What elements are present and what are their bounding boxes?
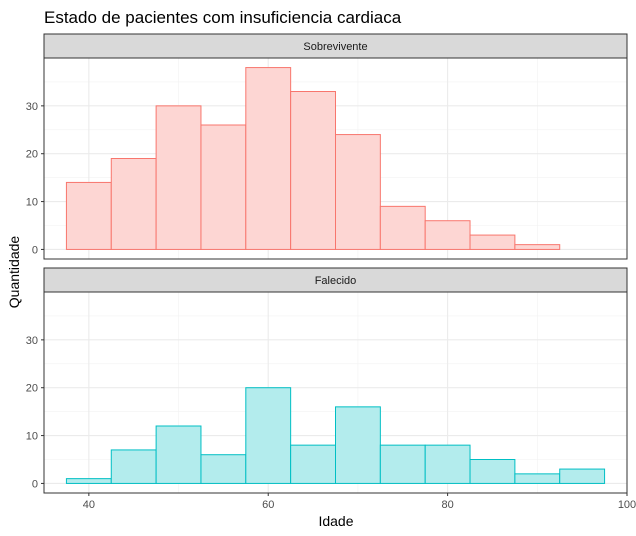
y-tick-label: 30	[26, 101, 38, 113]
histogram-bar	[514, 244, 561, 250]
histogram-bar	[245, 67, 292, 250]
histogram-bar	[559, 468, 606, 484]
x-tick-label: 40	[83, 499, 95, 511]
y-tick-label: 10	[26, 197, 38, 209]
y-axis-title: Quantidade	[6, 236, 22, 309]
histogram-bar	[469, 234, 516, 250]
histogram-bar	[200, 124, 247, 250]
y-tick-label: 20	[26, 149, 38, 161]
y-tick-label: 30	[26, 335, 38, 347]
histogram-bar	[65, 478, 112, 484]
bars	[65, 67, 561, 250]
facet-strip-label: Sobrevivente	[303, 41, 367, 53]
y-axis: 0 10 20 30	[26, 335, 44, 490]
histogram-bar	[110, 449, 157, 484]
facet-strip	[43, 267, 628, 293]
histogram-bar	[335, 134, 381, 250]
histogram-bar	[514, 473, 561, 484]
histogram-bar	[424, 444, 471, 484]
histogram-bar	[65, 181, 112, 250]
histogram-bar	[379, 444, 426, 484]
y-axis: 0 10 20 30	[26, 101, 44, 256]
histogram-bar	[290, 91, 336, 250]
histogram-bar	[424, 220, 471, 250]
x-axis-title: Idade	[318, 513, 353, 529]
bars	[65, 387, 606, 484]
y-tick-label: 20	[26, 383, 38, 395]
histogram-bar	[245, 387, 292, 484]
histogram-bar	[200, 454, 247, 484]
histogram-bar	[155, 105, 202, 250]
histogram-bar	[110, 158, 157, 250]
x-tick-label: 80	[441, 499, 453, 511]
histogram-bar	[155, 425, 202, 484]
facet-strip-label: Falecido	[315, 275, 357, 287]
facet-strip	[43, 33, 628, 59]
facet-falecido: Falecido 0 10 20 30	[26, 267, 628, 494]
panel-border	[43, 57, 628, 260]
chart-title: Estado de pacientes com insuficiencia ca…	[44, 8, 402, 27]
histogram-bar	[335, 406, 381, 484]
facets: Sobrevivente 0 10 20 30 Falecido 0 10 20 30	[26, 33, 628, 494]
facet-sobrevivente: Sobrevivente 0 10 20 30	[26, 33, 628, 260]
histogram-bar	[379, 205, 426, 250]
y-tick-label: 10	[26, 431, 38, 443]
y-tick-label: 0	[32, 478, 38, 490]
histogram-bar	[290, 444, 336, 484]
panel-border	[43, 291, 628, 494]
histogram-bar	[469, 459, 516, 484]
x-axis: 40 60 80 100	[83, 493, 636, 511]
x-tick-label: 100	[618, 499, 636, 511]
y-tick-label: 0	[32, 244, 38, 256]
x-tick-label: 60	[262, 499, 274, 511]
